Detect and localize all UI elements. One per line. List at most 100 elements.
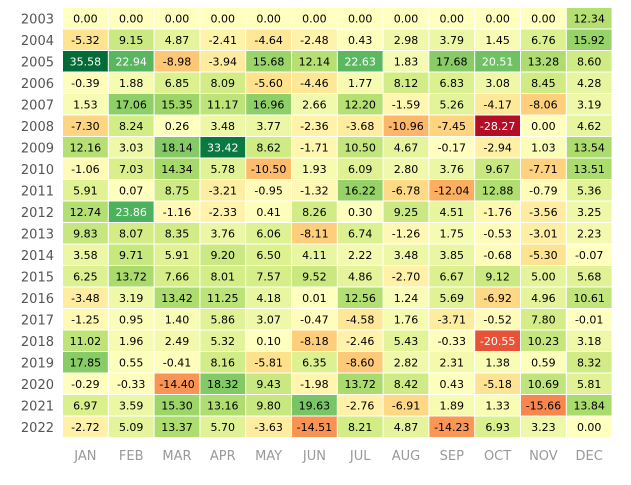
heatmap-cell — [246, 266, 291, 287]
heatmap-cell — [154, 29, 200, 50]
heatmap-cell — [566, 352, 612, 373]
heatmap-cell-value: 17.68 — [436, 55, 468, 68]
heatmap-cell — [63, 266, 108, 287]
heatmap-cell-value: 1.93 — [302, 163, 327, 176]
heatmap-cell — [521, 115, 566, 136]
heatmap-cell-value: 4.11 — [302, 249, 327, 262]
heatmap-cell — [337, 352, 383, 373]
heatmap-cell-value: -8.18 — [300, 335, 328, 348]
heatmap-cell-value: -0.29 — [71, 378, 99, 391]
heatmap-cell-value: 1.83 — [394, 55, 419, 68]
heatmap-cell — [200, 352, 246, 373]
heatmap-cell — [108, 309, 154, 330]
heatmap-cell-value: 1.89 — [440, 399, 465, 412]
heatmap-cell — [475, 201, 520, 222]
heatmap-cell — [292, 94, 337, 115]
heatmap-cell — [429, 72, 475, 93]
heatmap-cell-value: 8.01 — [211, 270, 236, 283]
heatmap-cell — [292, 180, 337, 201]
heatmap-cell-value: 12.88 — [482, 184, 514, 197]
heatmap-cell — [63, 72, 108, 93]
heatmap-cell — [63, 416, 108, 437]
heatmap-cell-value: 12.34 — [573, 12, 605, 25]
heatmap-cell-value: 5.81 — [577, 378, 602, 391]
heatmap-cell — [383, 223, 429, 244]
x-tick-label-month: JAN — [73, 449, 96, 464]
heatmap-cell — [292, 158, 337, 179]
heatmap-cell — [383, 180, 429, 201]
y-tick-label-year: 2009 — [21, 141, 54, 156]
heatmap-cell — [292, 352, 337, 373]
heatmap-cell-value: 3.59 — [119, 399, 144, 412]
heatmap-cell-value: 1.33 — [485, 399, 510, 412]
heatmap-cell-value: -2.36 — [300, 120, 328, 133]
heatmap-cell-value: 8.26 — [302, 206, 327, 219]
heatmap-cell — [246, 94, 291, 115]
heatmap-cell — [475, 287, 520, 308]
heatmap-cell — [292, 8, 337, 29]
heatmap-cell — [246, 395, 291, 416]
heatmap-cell-value: 8.45 — [531, 77, 556, 90]
heatmap-cell-value: 3.07 — [256, 313, 281, 326]
x-tick-label-month: MAR — [162, 449, 191, 464]
heatmap-cell-value: 2.66 — [302, 98, 327, 111]
heatmap-cell-value: -0.41 — [163, 356, 191, 369]
heatmap-cell-value: 1.45 — [485, 34, 510, 47]
heatmap-cell — [292, 309, 337, 330]
heatmap-cell — [108, 223, 154, 244]
heatmap-cell — [200, 8, 246, 29]
heatmap-cell — [521, 201, 566, 222]
heatmap-cell-value: -2.33 — [209, 206, 237, 219]
heatmap-cell — [337, 115, 383, 136]
heatmap-cell — [108, 72, 154, 93]
heatmap-cell-value: 2.31 — [440, 356, 465, 369]
heatmap-cell-value: 9.83 — [73, 227, 98, 240]
heatmap-cell-value: 0.00 — [531, 12, 556, 25]
y-tick-label-year: 2013 — [21, 227, 54, 242]
heatmap-cell — [383, 158, 429, 179]
heatmap-cell — [521, 137, 566, 158]
heatmap-cell-value: -3.56 — [529, 206, 557, 219]
heatmap-cell-value: 5.69 — [440, 292, 465, 305]
heatmap-cell — [246, 158, 291, 179]
heatmap-cell-value: 11.25 — [207, 292, 239, 305]
heatmap-cell — [429, 115, 475, 136]
heatmap-cell — [521, 8, 566, 29]
y-tick-label-year: 2003 — [21, 12, 54, 27]
heatmap-cell — [200, 137, 246, 158]
heatmap-cell-value: 23.86 — [115, 206, 147, 219]
heatmap-cell — [383, 51, 429, 72]
heatmap-cell-value: 0.00 — [211, 12, 236, 25]
heatmap-cell — [566, 287, 612, 308]
y-tick-label-year: 2021 — [21, 399, 54, 414]
heatmap-cell-value: -2.46 — [346, 335, 374, 348]
heatmap-cell — [154, 72, 200, 93]
heatmap-cell — [337, 137, 383, 158]
heatmap-cell-value: -5.81 — [254, 356, 282, 369]
heatmap-cell — [292, 330, 337, 351]
heatmap-cell — [200, 266, 246, 287]
heatmap-cell-value: 3.58 — [73, 249, 98, 262]
x-axis-month-labels: JAN FEB MAR APR MAY JUN JUL AUG SEP OCT NOV DEC — [73, 449, 603, 464]
heatmap-cell-value: 10.23 — [528, 335, 560, 348]
heatmap-cell-value: 0.43 — [348, 34, 373, 47]
heatmap-cell — [383, 309, 429, 330]
heatmap-cell-value: -0.33 — [438, 335, 466, 348]
heatmap-cell-value: 22.63 — [344, 55, 376, 68]
heatmap-cell-value: -0.79 — [529, 184, 557, 197]
heatmap-cell-value: 5.70 — [211, 421, 236, 434]
heatmap-cell-value: 22.94 — [115, 55, 147, 68]
heatmap-cell-value: 6.76 — [531, 34, 556, 47]
heatmap-cell-value: 0.00 — [73, 12, 98, 25]
heatmap-cell-value: -3.63 — [254, 421, 282, 434]
heatmap-cell — [292, 201, 337, 222]
heatmap-cell-value: 0.55 — [119, 356, 144, 369]
heatmap-cell-value: 13.42 — [161, 292, 193, 305]
heatmap-cell-value: 6.06 — [256, 227, 281, 240]
heatmap-cell — [200, 416, 246, 437]
heatmap-cell-value: 4.28 — [577, 77, 602, 90]
heatmap-cell — [154, 201, 200, 222]
heatmap-cell — [246, 51, 291, 72]
heatmap-cell-value: 5.68 — [577, 270, 602, 283]
heatmap-cell-value: 0.10 — [256, 335, 281, 348]
